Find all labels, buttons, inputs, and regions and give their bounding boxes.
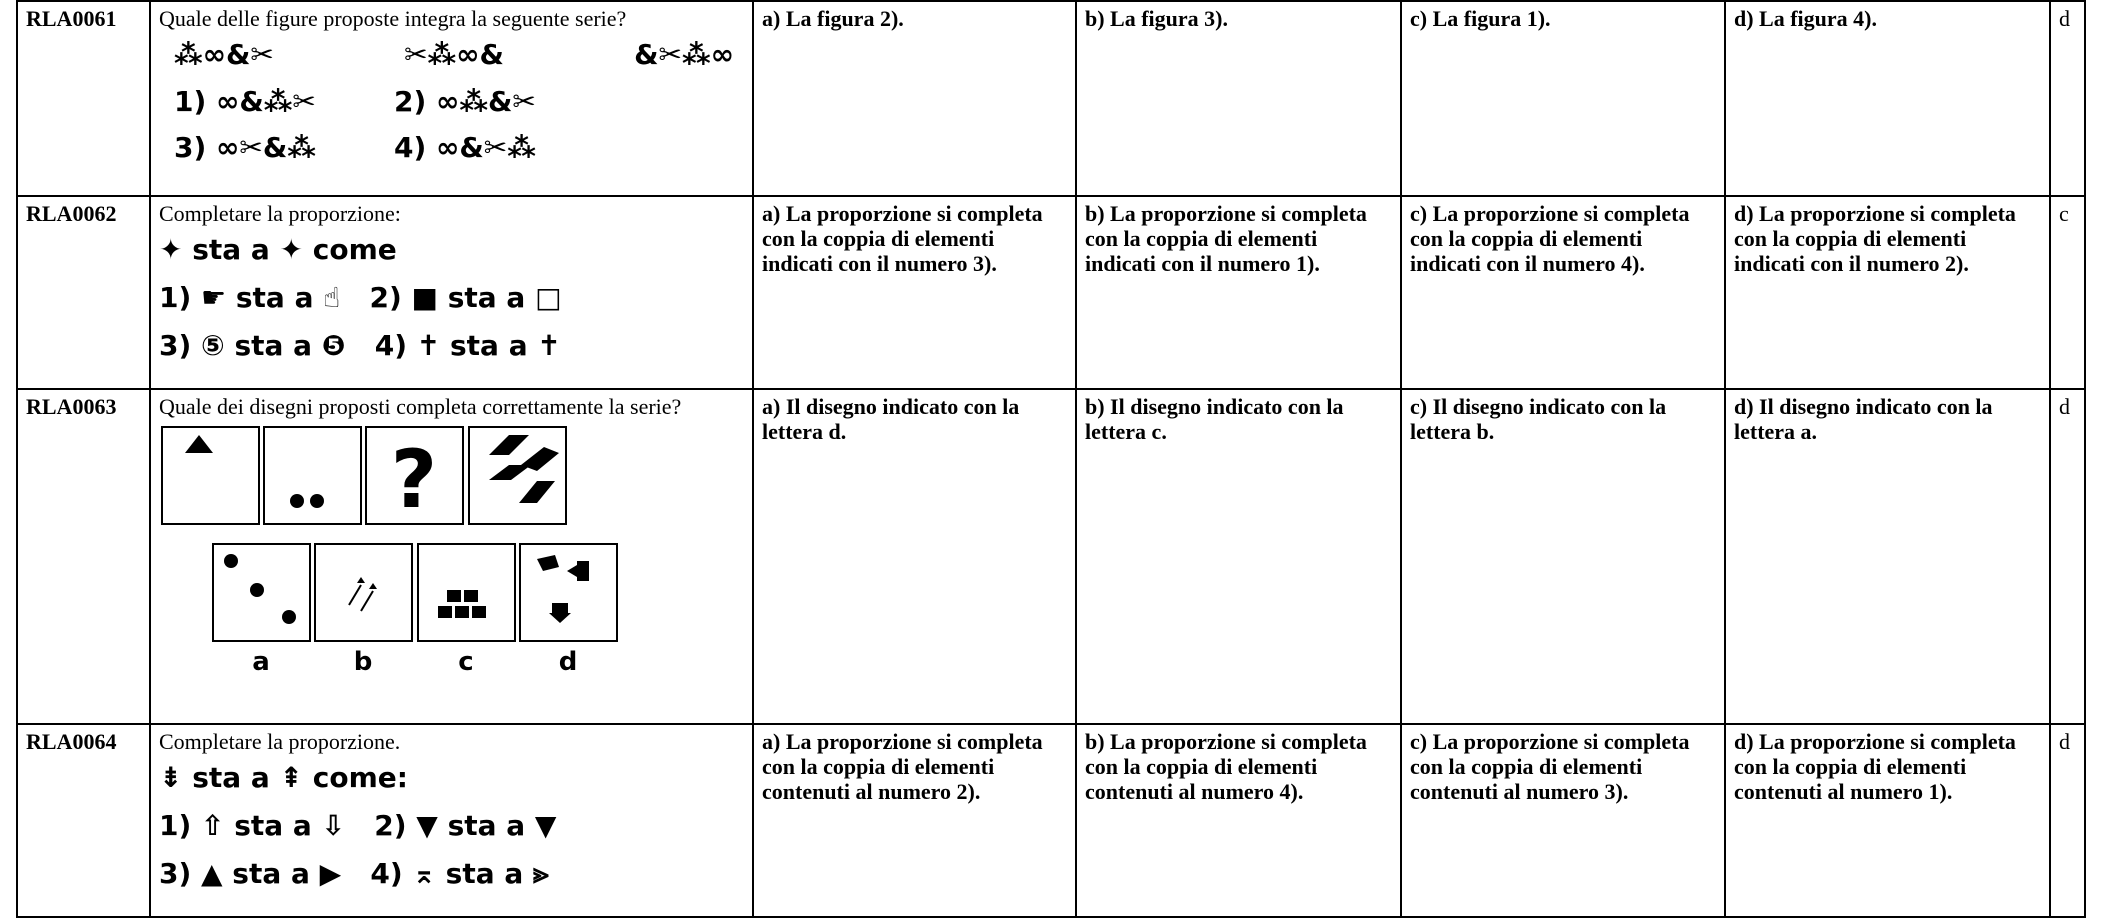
option: a) Il disegno indicato con la lettera d. [752,388,1077,725]
question-text: Quale delle figure proposte integra la s… [159,6,627,31]
question: Quale dei disegni proposti completa corr… [149,388,754,725]
figure-label: c [458,647,473,675]
question: Quale delle figure proposte integra la s… [149,0,754,197]
row: RLA0062 Completare la proporzione: ✦ sta… [16,195,2086,390]
option: c) Il disegno indicato con la lettera b. [1400,388,1726,725]
figure-line: ⇟ sta a ⇞ come: [159,761,408,794]
figure-line: 1) ⇧ sta a ⇩ 2) ▼ sta a ▼ [159,809,557,842]
question-text: Completare la proporzione: [159,201,401,226]
symbol-group: ⁂∞&✂ [174,38,274,71]
question-table: RLA0061 Quale delle figure proposte inte… [16,0,2086,918]
question: Completare la proporzione. ⇟ sta a ⇞ com… [149,723,754,918]
option: a) La proporzione si completa con la cop… [752,723,1077,918]
answer: d [2049,723,2086,918]
answer: c [2049,195,2086,390]
row: RLA0063 Quale dei disegni proposti compl… [16,388,2086,725]
answer: d [2049,388,2086,725]
row: RLA0064 Completare la proporzione. ⇟ sta… [16,723,2086,918]
figure-line: 1) ☛ sta a ☝ 2) ■ sta a □ [159,281,562,314]
code: RLA0064 [16,723,151,918]
question: Completare la proporzione: ✦ sta a ✦ com… [149,195,754,390]
option: a) La proporzione si completa con la cop… [752,195,1077,390]
option: d) Il disegno indicato con la lettera a. [1724,388,2051,725]
option: a) La figura 2). [752,0,1077,197]
figure-label: b [354,647,373,675]
option: d) La proporzione si completa con la cop… [1724,723,2051,918]
row: RLA0061 Quale delle figure proposte inte… [16,0,2086,197]
choice: 1) ∞&⁂✂ [174,85,316,118]
option: b) La proporzione si completa con la cop… [1075,195,1402,390]
option: b) Il disegno indicato con la lettera c. [1075,388,1402,725]
option: c) La figura 1). [1400,0,1726,197]
option: d) La figura 4). [1724,0,2051,197]
figure: ? a b c d [161,426,618,675]
figure-line: 3) ⑤ sta a ❺ 4) ✝ sta a ✝ [159,329,561,362]
code: RLA0062 [16,195,151,390]
code: RLA0061 [16,0,151,197]
choice: 2) ∞⁂&✂ [394,85,536,118]
code: RLA0063 [16,388,151,725]
choice: 3) ∞✂&⁂ [174,131,316,164]
question-text: Completare la proporzione. [159,729,401,754]
figure-label: a [252,647,270,675]
symbol-group: ✂⁂∞& [404,38,504,71]
option: d) La proporzione si completa con la cop… [1724,195,2051,390]
answer: d [2049,0,2086,197]
figure-line: 3) ▲ sta a ▶ 4) ⌅ sta a ⪢ [159,857,549,890]
option: b) La figura 3). [1075,0,1402,197]
figure-label: d [559,647,578,675]
option: c) La proporzione si completa con la cop… [1400,723,1726,918]
figure-line: ✦ sta a ✦ come [159,233,397,266]
option: c) La proporzione si completa con la cop… [1400,195,1726,390]
symbol-group: &✂⁂∞ [634,38,734,71]
question-mark: ? [391,433,437,526]
option: b) La proporzione si completa con la cop… [1075,723,1402,918]
choice: 4) ∞&✂⁂ [394,131,536,164]
question-text: Quale dei disegni proposti completa corr… [159,394,682,419]
